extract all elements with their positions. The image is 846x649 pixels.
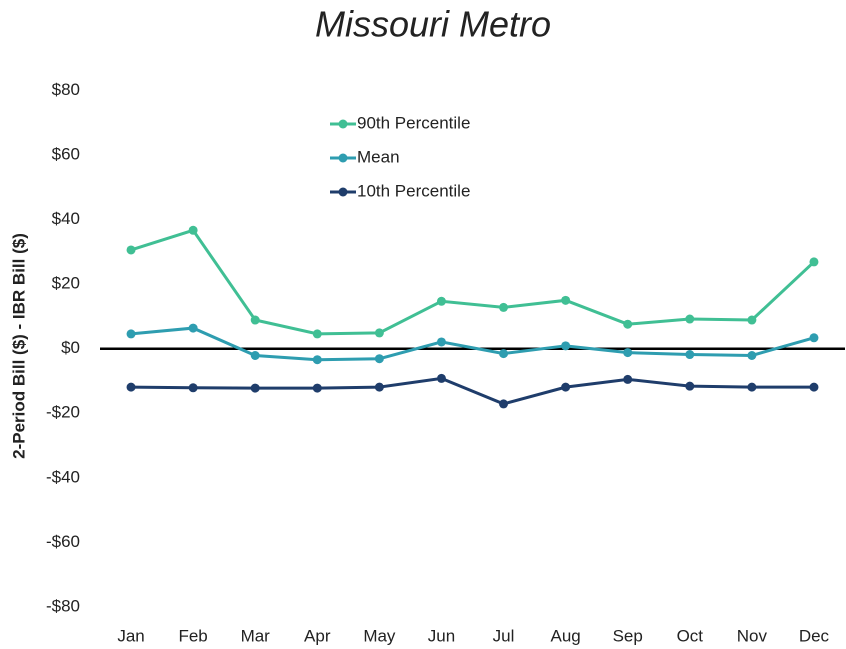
data-point (747, 315, 757, 325)
data-point (561, 341, 571, 351)
data-point (685, 350, 695, 360)
x-tick-label: Feb (178, 626, 207, 645)
data-point (436, 373, 446, 383)
y-tick-label: -$20 (46, 403, 80, 422)
data-point (623, 319, 633, 329)
series-line (131, 376, 814, 406)
data-point (685, 314, 695, 324)
data-point (188, 383, 198, 393)
data-point (188, 225, 198, 235)
x-tick-label: Jul (493, 626, 515, 645)
data-point (685, 381, 695, 391)
data-point (250, 315, 260, 325)
y-tick-label: $60 (52, 145, 80, 164)
data-point (747, 382, 757, 392)
chart-title: Missouri Metro (315, 4, 551, 45)
series-line (130, 228, 815, 336)
data-point (499, 349, 509, 359)
data-point (312, 329, 322, 339)
y-tick-label: $20 (52, 274, 80, 293)
x-tick-label: Jun (428, 626, 455, 645)
data-point (250, 383, 260, 393)
y-tick-label: -$80 (46, 596, 80, 615)
series-line (130, 326, 815, 362)
legend-label: Mean (357, 147, 400, 166)
x-tick-label: Sep (613, 626, 643, 645)
x-tick-label: Mar (241, 626, 271, 645)
data-point (747, 351, 757, 361)
legend-label: 10th Percentile (357, 181, 470, 200)
legend-label: 90th Percentile (357, 113, 470, 132)
data-point (436, 296, 446, 306)
data-point (561, 382, 571, 392)
x-tick-label: Aug (551, 626, 581, 645)
data-point (809, 333, 819, 343)
data-point (561, 295, 571, 305)
y-tick-label: -$60 (46, 532, 80, 551)
x-tick-label: Apr (304, 626, 331, 645)
data-point (312, 355, 322, 365)
data-point (499, 302, 509, 312)
data-point (250, 351, 260, 361)
data-point (126, 382, 136, 392)
data-point (312, 383, 322, 393)
x-tick-label: Jan (117, 626, 144, 645)
x-tick-label: Nov (737, 626, 768, 645)
legend-marker (338, 153, 348, 163)
y-axis-label: 2-Period Bill ($) - IBR Bill ($) (9, 233, 28, 459)
data-point (126, 245, 136, 255)
y-tick-label: $40 (52, 209, 80, 228)
x-tick-label: Dec (799, 626, 830, 645)
data-point (499, 399, 509, 409)
y-tick-label: $0 (61, 338, 80, 357)
legend-marker (338, 119, 348, 129)
x-tick-label: Oct (677, 626, 704, 645)
data-point (809, 257, 819, 267)
y-tick-label: -$40 (46, 467, 80, 486)
legend-marker (338, 187, 348, 197)
data-point (623, 374, 633, 384)
data-point (126, 329, 136, 339)
data-point (188, 323, 198, 333)
x-tick-label: May (363, 626, 396, 645)
data-point (374, 328, 384, 338)
data-point (623, 348, 633, 358)
data-point (809, 382, 819, 392)
data-point (374, 354, 384, 364)
data-point (374, 382, 384, 392)
y-tick-label: $80 (52, 80, 80, 99)
data-point (436, 337, 446, 347)
